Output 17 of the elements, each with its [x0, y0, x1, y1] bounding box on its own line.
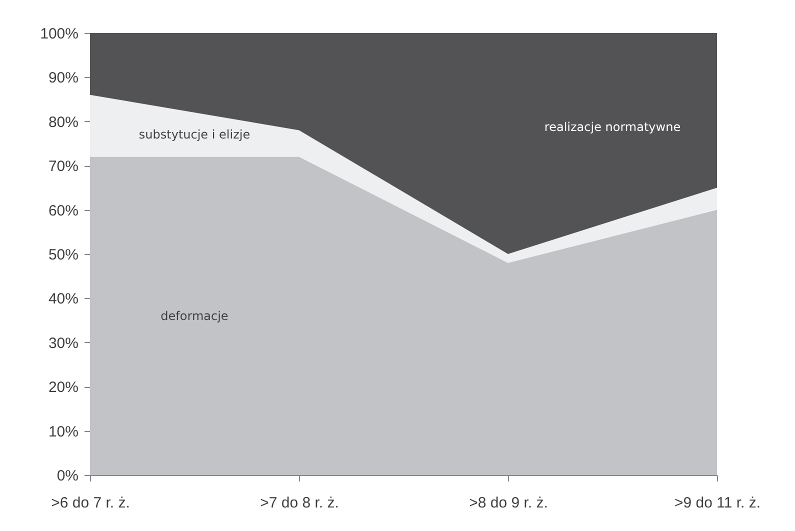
y-tick-label: 70% — [48, 158, 78, 176]
y-tick-label: 40% — [48, 290, 78, 308]
y-tick-label: 50% — [48, 246, 78, 264]
x-tick-label: >6 do 7 r. ż. — [51, 494, 130, 512]
y-tick-label: 20% — [48, 379, 78, 396]
y-tick-label: 80% — [48, 114, 78, 131]
series-label: substytucje i elizje — [138, 128, 250, 142]
y-tick-label: 60% — [48, 202, 78, 220]
x-tick-label: >8 do 9 r. ż. — [469, 494, 548, 512]
y-tick-label: 100% — [40, 26, 78, 42]
y-tick-label: 30% — [48, 334, 78, 352]
y-tick-label: 0% — [56, 468, 78, 484]
x-tick-label: >9 do 11 r. ż. — [674, 494, 761, 512]
x-tick-label: >7 do 8 r. ż. — [260, 494, 339, 512]
y-tick-label: 10% — [48, 423, 78, 440]
y-tick-label: 90% — [48, 70, 78, 87]
series-label: realizacje normatywne — [544, 120, 681, 134]
